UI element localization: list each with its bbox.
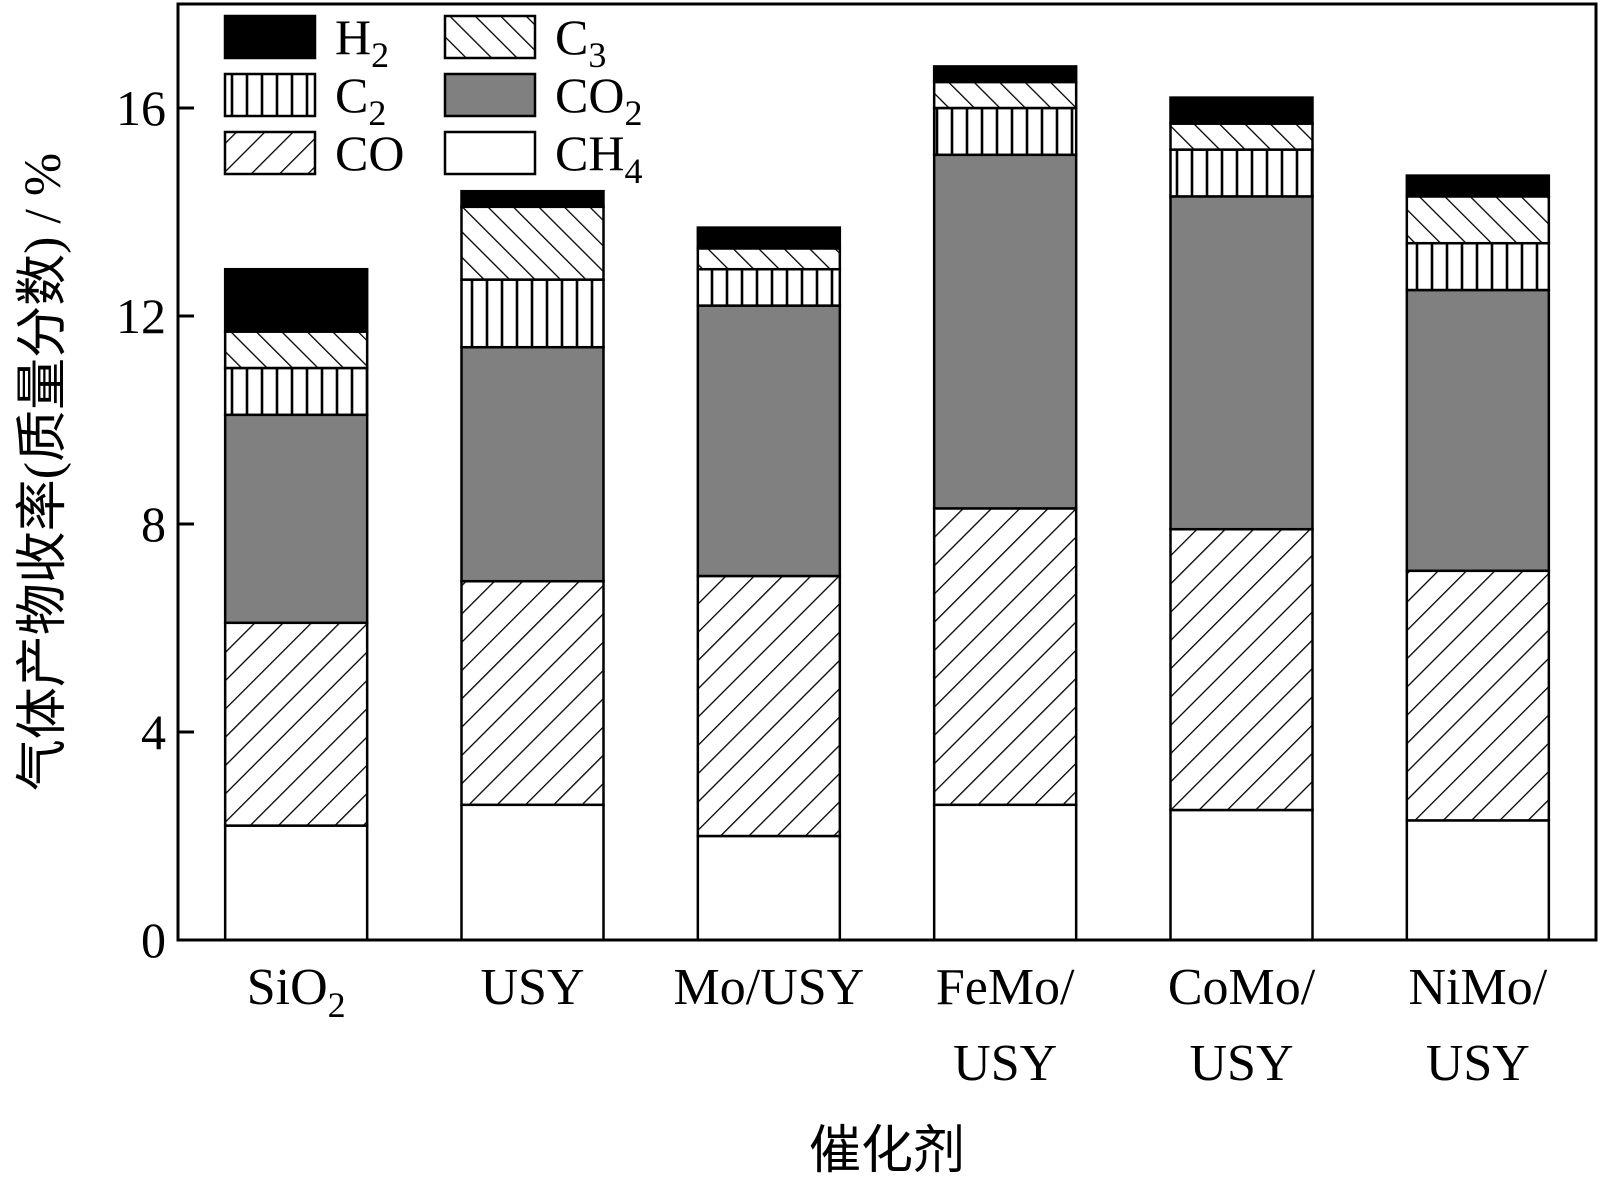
y-tick-label: 12 <box>116 288 166 344</box>
bar-segment-ch4 <box>696 834 842 942</box>
bar-segment-h2 <box>932 65 1078 84</box>
x-tick-label-line2: USY <box>953 1035 1057 1092</box>
bar-segment-co2 <box>460 345 605 583</box>
bar-segment-c3 <box>1405 195 1551 245</box>
plot-frame <box>176 2 1598 942</box>
bar-segment-co2 <box>223 413 369 625</box>
bar-segment-ch4 <box>1169 808 1314 942</box>
legend-label-co: CO <box>335 125 404 181</box>
y-tick-label: 4 <box>141 704 166 760</box>
bar-segment-c3 <box>932 80 1078 110</box>
x-tick-label-line2: USY <box>1189 1035 1293 1092</box>
bar-segment-co2 <box>932 153 1078 510</box>
legend-label-h2: H2 <box>335 9 389 75</box>
bar-segment-h2 <box>1405 174 1551 198</box>
legend-label-c2: C2 <box>335 67 386 133</box>
bar-segment-co2 <box>1405 288 1551 573</box>
bar-segment-c3 <box>1169 122 1314 151</box>
bar-segment-c3 <box>223 330 369 370</box>
bar-segment-co <box>460 579 605 807</box>
legend-label-co2: CO2 <box>555 67 642 133</box>
y-tick-label: 16 <box>116 80 166 136</box>
legend-swatch-ch4 <box>443 130 537 176</box>
bar-segment-h2 <box>1169 96 1314 125</box>
x-tick-label-line2: USY <box>1426 1035 1530 1092</box>
bars-layer <box>223 65 1551 942</box>
legend-label-ch4: CH4 <box>555 125 642 191</box>
bar-segment-co <box>696 574 842 838</box>
bar-segment-ch4 <box>1405 819 1551 942</box>
x-tick-label: SiO2 <box>247 959 346 1025</box>
x-axis-title: 催化剂 <box>809 1123 965 1180</box>
bar-segment-co <box>1405 569 1551 822</box>
bar-segment-ch4 <box>932 803 1078 942</box>
x-tick-label: CoMo/ <box>1168 959 1316 1016</box>
bar-segment-h2 <box>696 226 842 250</box>
legend-swatch-h2 <box>223 14 317 60</box>
bar-segment-co2 <box>696 304 842 578</box>
legend: H2 C3 C2 CO2 CO CH4 <box>223 9 642 191</box>
x-tick-label: NiMo/ <box>1408 959 1547 1016</box>
bar-segment-c2 <box>460 278 605 349</box>
bar-segment-co <box>932 507 1078 807</box>
bar-segment-ch4 <box>223 824 369 942</box>
legend-swatch-c3 <box>443 14 537 60</box>
bar-segment-c2 <box>223 366 369 417</box>
bar-segment-c3 <box>696 247 842 271</box>
bar-segment-ch4 <box>460 803 605 942</box>
bar-segment-c2 <box>1169 148 1314 198</box>
y-tick-label: 8 <box>141 496 166 552</box>
bar-segment-co <box>223 621 369 827</box>
legend-swatch-co <box>223 130 317 176</box>
x-tick-label: Mo/USY <box>673 959 864 1016</box>
y-axis-title: 气体产物收率(质量分数) / % <box>15 153 72 791</box>
bar-segment-c2 <box>696 267 842 307</box>
bar-segment-c2 <box>1405 241 1551 292</box>
bar-segment-c3 <box>460 205 605 281</box>
bar-segment-co <box>1169 527 1314 812</box>
legend-swatch-c2 <box>223 72 317 118</box>
legend-swatch-co2 <box>443 72 537 118</box>
y-tick-label: 0 <box>141 912 166 968</box>
bar-segment-c2 <box>932 106 1078 157</box>
bar-segment-h2 <box>223 267 369 333</box>
bar-segment-co2 <box>1169 195 1314 531</box>
axes-layer: 0 4 8 12 16 SiO2 USY Mo/USY FeMo/USY CoMo/USY NiMo… <box>116 2 1598 1092</box>
legend-label-c3: C3 <box>555 9 606 75</box>
bar-segment-h2 <box>460 189 605 209</box>
x-tick-label: USY <box>480 959 584 1016</box>
x-tick-label: FeMo/ <box>936 959 1075 1016</box>
